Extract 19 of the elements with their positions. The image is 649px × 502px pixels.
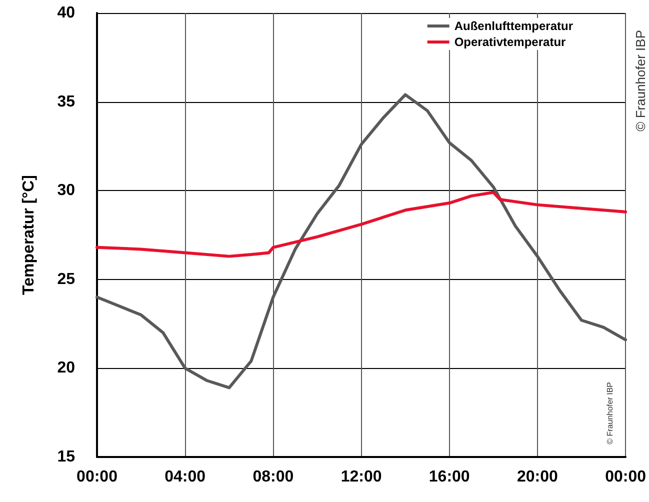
y-tick-label: 35 (57, 93, 76, 110)
legend-label: Operativtemperatur (454, 35, 566, 49)
x-tick-label: 00:00 (76, 468, 118, 486)
x-tick-label: 00:00 (605, 468, 646, 486)
y-tick-label: 15 (57, 448, 76, 466)
x-tick-label: 04:00 (164, 468, 206, 486)
annotation: © Fraunhofer IBP (606, 382, 614, 444)
y-tick-label: 30 (57, 182, 76, 200)
line-series (96, 190, 628, 258)
x-tick-label: 20:00 (516, 468, 558, 486)
y-tick-label: 20 (57, 360, 76, 377)
y-tick-label: 40 (57, 4, 76, 22)
x-tick-label: 16:00 (428, 468, 470, 486)
y-axis-title: Temperatur [°C] (20, 175, 38, 295)
x-tick-label: 12:00 (340, 468, 382, 486)
text: © Fraunhofer IBP (633, 30, 648, 132)
x-tick-label: 08:00 (252, 468, 294, 486)
y-tick-label: 25 (57, 270, 76, 288)
legend-label: Außenlufttemperatur (454, 19, 574, 33)
